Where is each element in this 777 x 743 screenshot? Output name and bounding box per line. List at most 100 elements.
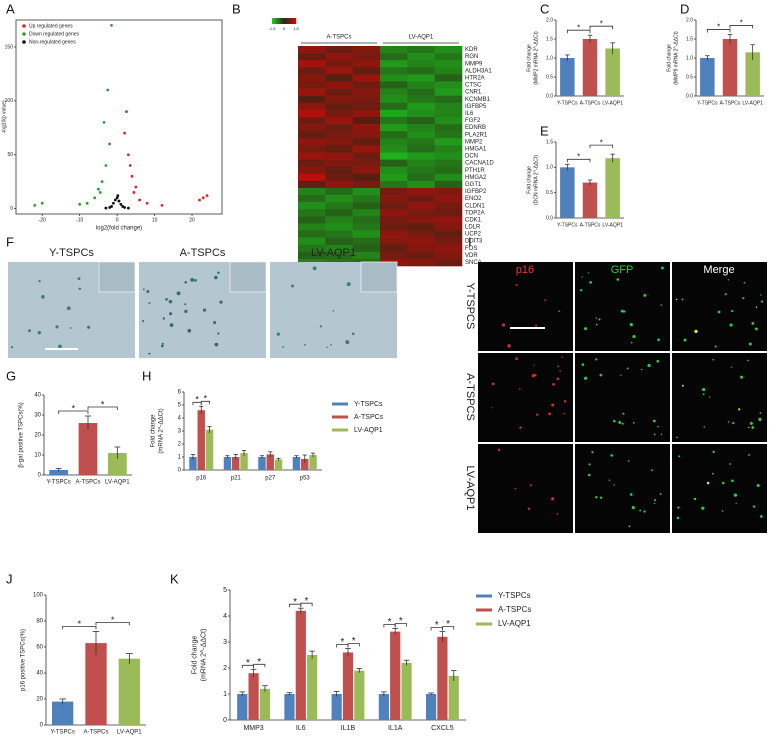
y-tick-label: 0 [178,468,182,474]
significance: * [430,620,443,631]
bar [582,182,598,218]
cell-stain [214,275,218,280]
heat-cell [298,230,326,238]
heat-cell [352,95,381,104]
significance-bracket [87,406,118,410]
heat-cell [380,53,408,61]
cell-signal [595,323,598,326]
significance-label: * [435,620,439,631]
image-column-label: GFP [611,264,634,276]
cell-signal [598,318,601,321]
x-tick-label: LV-AQP1 [105,480,130,486]
cell-signal [544,299,546,302]
cell-signal [613,419,616,423]
heat-cell [434,187,463,196]
heat-cell [434,95,463,104]
cell-signal [628,525,631,528]
cell-stain [176,291,181,296]
data-point [33,203,37,207]
colorbar-step [284,18,287,24]
y-axis-label: (mRNA 2^-ΔΔCt) [200,629,207,682]
significance-label: * [352,636,356,647]
cell-signal [551,497,555,501]
error-bar [565,163,570,171]
panel-letter: I [468,234,472,249]
cell-stain [10,346,14,349]
panel-letter: B [232,1,241,16]
y-tick-label: 1 [178,455,182,461]
heat-cell [352,53,381,61]
heat-cell [380,46,408,54]
heat-cell [434,195,463,203]
heat-cell [325,81,353,89]
heat-cell [352,152,381,160]
cell-signal [706,481,710,485]
y-axis-label: (MMP2 mRNA 2^-ΔΔCt) [533,31,539,85]
data-point [126,153,130,157]
x-tick-label: A-TSPCs [83,730,108,736]
data-point [160,203,164,207]
cell-stain [162,317,166,320]
row-label: HMGA2 [465,175,487,181]
bar [266,454,274,470]
heat-cell [325,244,353,253]
cell-signal [580,289,583,292]
cell-signal [702,387,706,392]
heat-cell [352,116,381,125]
significance: * [300,596,313,607]
heat-cell [325,145,353,153]
row-label: IGFBP5 [465,104,487,110]
x-tick-label: IL6 [296,725,306,732]
data-point [125,110,128,114]
error-bar [199,405,204,415]
heat-cell [434,180,463,189]
significance: * [200,394,210,405]
bar [390,631,401,720]
cell-signal [552,383,555,386]
row-label: CTSC [465,83,482,89]
data-point [205,194,209,198]
cell-stain [184,303,187,306]
inset-image [98,261,136,293]
y-tick-label: 80 [36,619,43,625]
heat-cell [325,95,353,104]
cell-signal [654,499,657,502]
y-tick-label: 60 [36,645,43,651]
error-bar [233,453,238,460]
significance: * [394,616,407,627]
bar [49,470,69,475]
cell-stain [55,325,59,329]
y-tick-label: 2 [178,442,182,448]
row-label: KDR [465,47,478,53]
data-point [102,120,106,124]
inset-image [360,261,398,293]
cell-signal [531,374,535,378]
cell-signal [491,382,495,386]
y-tick-label: 3 [223,639,227,646]
heat-cell [380,244,408,253]
cell-stain [169,312,173,316]
heat-cell [380,237,408,246]
bar [258,457,266,470]
cell-stain [148,352,151,355]
cell-stain [161,344,164,348]
x-axis-label: log2(fold change) [96,226,142,232]
colorbar-step [292,18,295,24]
y-tick-label: 0.0 [546,93,553,99]
data-point [128,164,132,167]
bar [205,429,214,470]
significance: * [58,403,89,414]
data-point [93,196,97,200]
cell-signal [599,496,603,499]
bar [437,636,448,720]
bar [301,458,309,470]
heat-cell [352,216,381,224]
significance: * [706,23,731,33]
heat-cell [407,159,435,167]
significance-label: * [577,152,580,161]
cell-stain [312,266,317,271]
error-bar [587,179,593,186]
colorbar-step [280,18,283,24]
y-tick-label: 40 [34,393,41,399]
heat-cell [352,230,381,238]
